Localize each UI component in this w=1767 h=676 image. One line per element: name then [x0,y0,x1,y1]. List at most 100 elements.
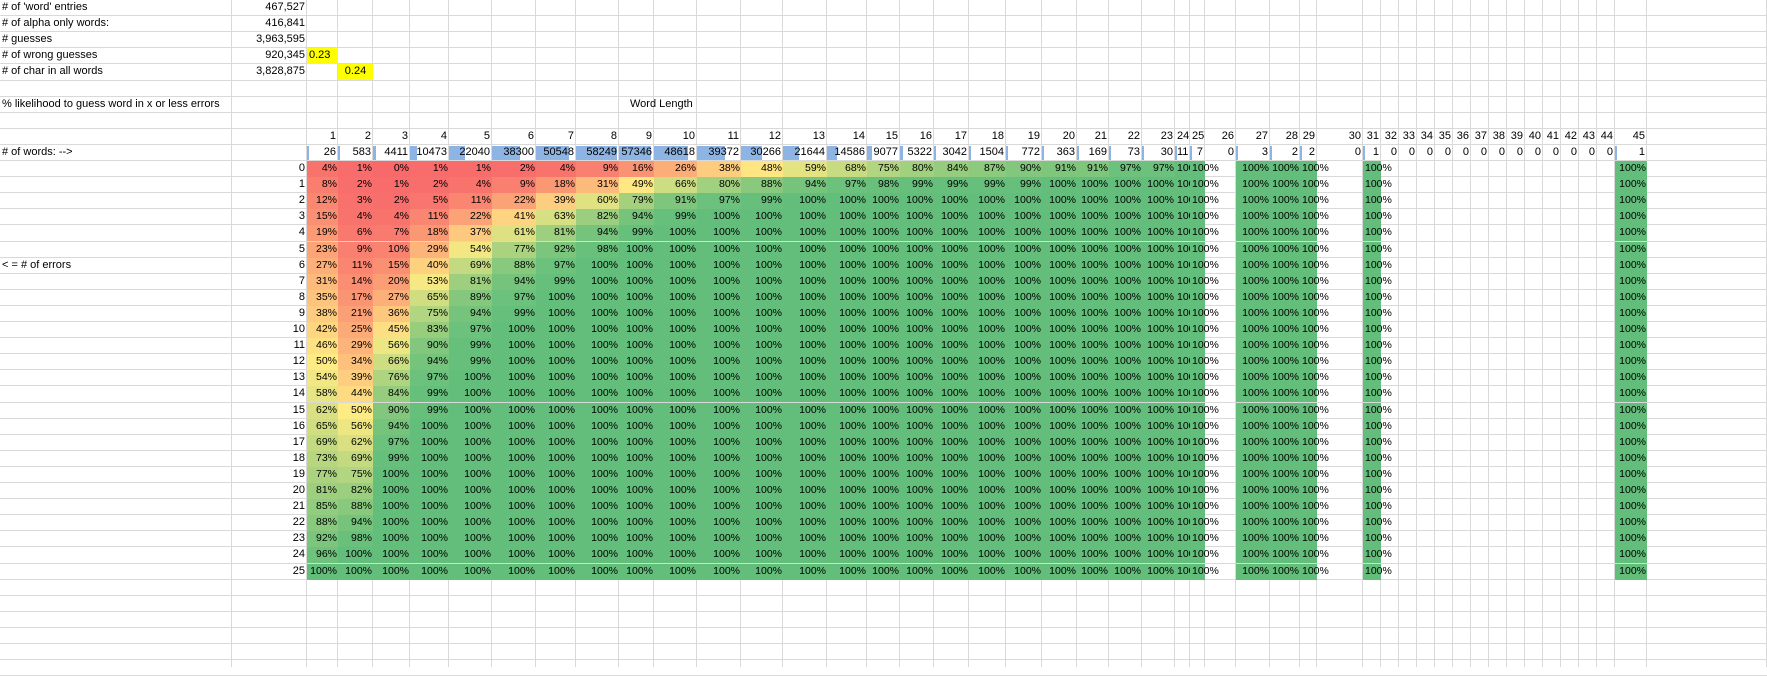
percent-cell[interactable]: 100% [449,386,492,403]
length-header-cell[interactable]: 16 [919,130,932,142]
percent-cell[interactable]: 100% [1190,386,1219,403]
percent-cell[interactable]: 100% [1006,225,1042,242]
percent-cell[interactable]: 90% [1006,161,1042,178]
percent-cell[interactable]: 100% [654,225,697,242]
percent-cell[interactable]: 100% [969,354,1006,371]
percent-cell[interactable]: 100% [867,193,900,210]
percent-cell[interactable]: 100% [619,499,654,516]
percent-cell[interactable]: 54% [449,242,492,259]
percent-cell[interactable]: 100% [969,515,1006,532]
percent-cell[interactable]: 100% [1615,419,1647,436]
percent-cell[interactable]: 100% [1006,386,1042,403]
percent-cell[interactable]: 75% [867,161,900,178]
percent-cell[interactable]: 100% [1042,547,1077,564]
percent-cell[interactable]: 100% [449,467,492,484]
percent-cell[interactable]: 80% [697,177,741,194]
percent-cell[interactable]: 100% [783,290,827,307]
percent-cell[interactable]: 100% [1042,531,1077,548]
percent-cell[interactable]: 100% [654,531,697,548]
percent-cell[interactable]: 100% [1109,499,1142,516]
percent-cell[interactable]: 100% [969,225,1006,242]
percent-cell[interactable]: 100% [576,290,619,307]
percent-cell[interactable]: 100% [783,338,827,355]
percent-cell[interactable]: 9% [492,177,536,194]
percent-cell[interactable]: 99% [741,193,783,210]
percent-cell[interactable]: 100% [934,531,969,548]
percent-cell[interactable]: 62% [338,435,373,452]
percent-cell[interactable]: 100% [492,354,536,371]
percent-cell[interactable]: 100% [1142,451,1175,468]
percent-cell[interactable]: 100% [1175,515,1204,532]
percent-cell[interactable]: 100% [827,435,867,452]
percent-cell[interactable]: 100% [1109,435,1142,452]
word-count-cell[interactable]: 30 [1142,145,1175,161]
length-header-cell[interactable]: 26 [1221,130,1234,142]
percent-cell[interactable]: 100% [1142,354,1175,371]
percent-cell[interactable]: 88% [338,499,373,516]
percent-cell[interactable]: 100% [1615,225,1647,242]
percent-cell[interactable]: 100% [1006,531,1042,548]
length-header-cell[interactable]: 27 [1255,130,1268,142]
percent-cell[interactable]: 100% [1270,338,1300,355]
word-count-cell[interactable]: 0 [1453,145,1471,161]
percent-cell[interactable]: 100% [1363,547,1392,564]
percent-cell[interactable]: 100% [900,467,934,484]
percent-cell[interactable]: 100% [1175,290,1204,307]
percent-cell[interactable]: 100% [697,483,741,500]
percent-cell[interactable]: 91% [1042,161,1077,178]
percent-cell[interactable]: 100% [1300,403,1329,420]
word-count-cell[interactable]: 11 [1175,145,1190,161]
percent-cell[interactable]: 100% [1300,209,1329,226]
error-count-cell[interactable]: 4 [298,226,305,238]
percent-cell[interactable]: 100% [1270,531,1300,548]
percent-cell[interactable]: 16% [619,161,654,178]
length-header-cell[interactable]: 2 [364,130,371,142]
percent-cell[interactable]: 100% [867,386,900,403]
percent-cell[interactable]: 97% [1109,161,1142,178]
percent-cell[interactable]: 100% [373,547,410,564]
percent-cell[interactable]: 100% [1190,306,1219,323]
length-header-cell[interactable]: 9 [645,130,652,142]
percent-cell[interactable]: 100% [1175,564,1204,581]
percent-cell[interactable]: 100% [741,419,783,436]
percent-cell[interactable]: 100% [900,403,934,420]
percent-cell[interactable]: 100% [1300,435,1329,452]
percent-cell[interactable]: 100% [1175,435,1204,452]
percent-cell[interactable]: 97% [410,370,449,387]
error-count-cell[interactable]: 3 [298,210,305,222]
percent-cell[interactable]: 100% [410,467,449,484]
percent-cell[interactable]: 100% [1300,531,1329,548]
percent-cell[interactable]: 100% [1006,451,1042,468]
percent-cell[interactable]: 100% [867,306,900,323]
word-count-cell[interactable]: 363 [1042,145,1077,161]
percent-cell[interactable]: 49% [619,177,654,194]
percent-cell[interactable]: 99% [449,338,492,355]
percent-cell[interactable]: 99% [492,306,536,323]
percent-cell[interactable]: 100% [654,403,697,420]
percent-cell[interactable]: 100% [697,386,741,403]
percent-cell[interactable]: 100% [1142,564,1175,581]
percent-cell[interactable]: 100% [1615,499,1647,516]
percent-cell[interactable]: 83% [410,322,449,339]
percent-cell[interactable]: 100% [741,403,783,420]
percent-cell[interactable]: 100% [783,403,827,420]
length-header-cell[interactable]: 11 [727,130,739,142]
percent-cell[interactable]: 100% [1077,547,1109,564]
word-count-cell[interactable]: 0 [1417,145,1435,161]
percent-cell[interactable]: 100% [867,483,900,500]
percent-cell[interactable]: 100% [741,209,783,226]
percent-cell[interactable]: 100% [1236,370,1270,387]
percent-cell[interactable]: 100% [900,322,934,339]
percent-cell[interactable]: 15% [307,209,338,226]
percent-cell[interactable]: 100% [1175,225,1204,242]
percent-cell[interactable]: 100% [1300,354,1329,371]
percent-cell[interactable]: 100% [969,193,1006,210]
percent-cell[interactable]: 100% [1109,467,1142,484]
percent-cell[interactable]: 94% [373,419,410,436]
percent-cell[interactable]: 18% [536,177,576,194]
percent-cell[interactable]: 100% [1006,403,1042,420]
percent-cell[interactable]: 100% [900,242,934,259]
percent-cell[interactable]: 100% [1236,242,1270,259]
percent-cell[interactable]: 100% [867,515,900,532]
percent-cell[interactable]: 100% [741,274,783,291]
